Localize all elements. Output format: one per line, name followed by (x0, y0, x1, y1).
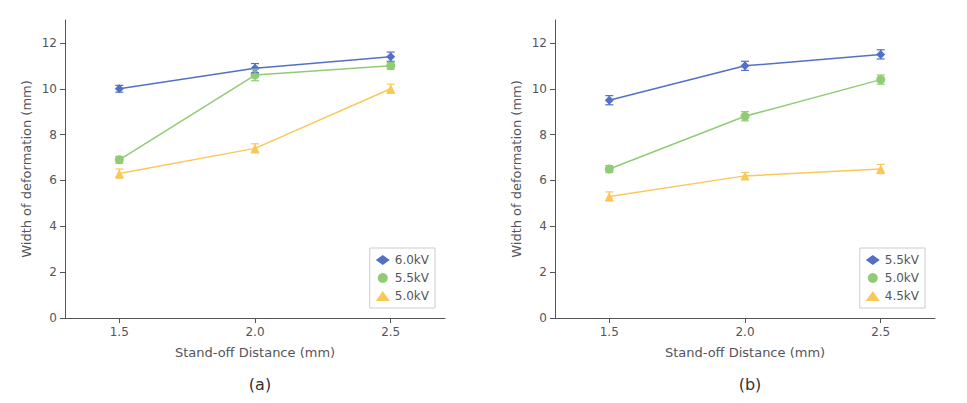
svg-text:Width of deformation (mm): Width of deformation (mm) (509, 80, 524, 258)
svg-text:(a): (a) (249, 375, 271, 394)
svg-text:2.0: 2.0 (735, 325, 754, 339)
svg-text:10: 10 (42, 82, 57, 96)
svg-text:0: 0 (49, 311, 57, 325)
svg-text:(b): (b) (739, 375, 762, 394)
svg-text:8: 8 (49, 128, 57, 142)
svg-text:4: 4 (539, 219, 547, 233)
svg-text:10: 10 (532, 82, 547, 96)
svg-text:1.5: 1.5 (110, 325, 129, 339)
svg-text:5.0kV: 5.0kV (885, 271, 920, 285)
svg-text:5.5kV: 5.5kV (395, 271, 430, 285)
svg-text:0: 0 (539, 311, 547, 325)
svg-text:8: 8 (539, 128, 547, 142)
svg-text:Stand-off Distance (mm): Stand-off Distance (mm) (665, 345, 825, 360)
svg-text:4.5kV: 4.5kV (885, 289, 920, 303)
svg-text:12: 12 (42, 36, 57, 50)
svg-text:1.5: 1.5 (600, 325, 619, 339)
svg-text:6: 6 (49, 173, 57, 187)
svg-text:12: 12 (532, 36, 547, 50)
svg-text:2.0: 2.0 (245, 325, 264, 339)
svg-text:Stand-off Distance (mm): Stand-off Distance (mm) (175, 345, 335, 360)
svg-text:5.5kV: 5.5kV (885, 253, 920, 267)
svg-text:Width of deformation (mm): Width of deformation (mm) (19, 80, 34, 258)
svg-text:4: 4 (49, 219, 57, 233)
svg-text:2.5: 2.5 (871, 325, 890, 339)
svg-text:6: 6 (539, 173, 547, 187)
svg-text:5.0kV: 5.0kV (395, 289, 430, 303)
svg-text:2.5: 2.5 (381, 325, 400, 339)
svg-text:2: 2 (49, 265, 57, 279)
svg-text:2: 2 (539, 265, 547, 279)
svg-text:6.0kV: 6.0kV (395, 253, 430, 267)
